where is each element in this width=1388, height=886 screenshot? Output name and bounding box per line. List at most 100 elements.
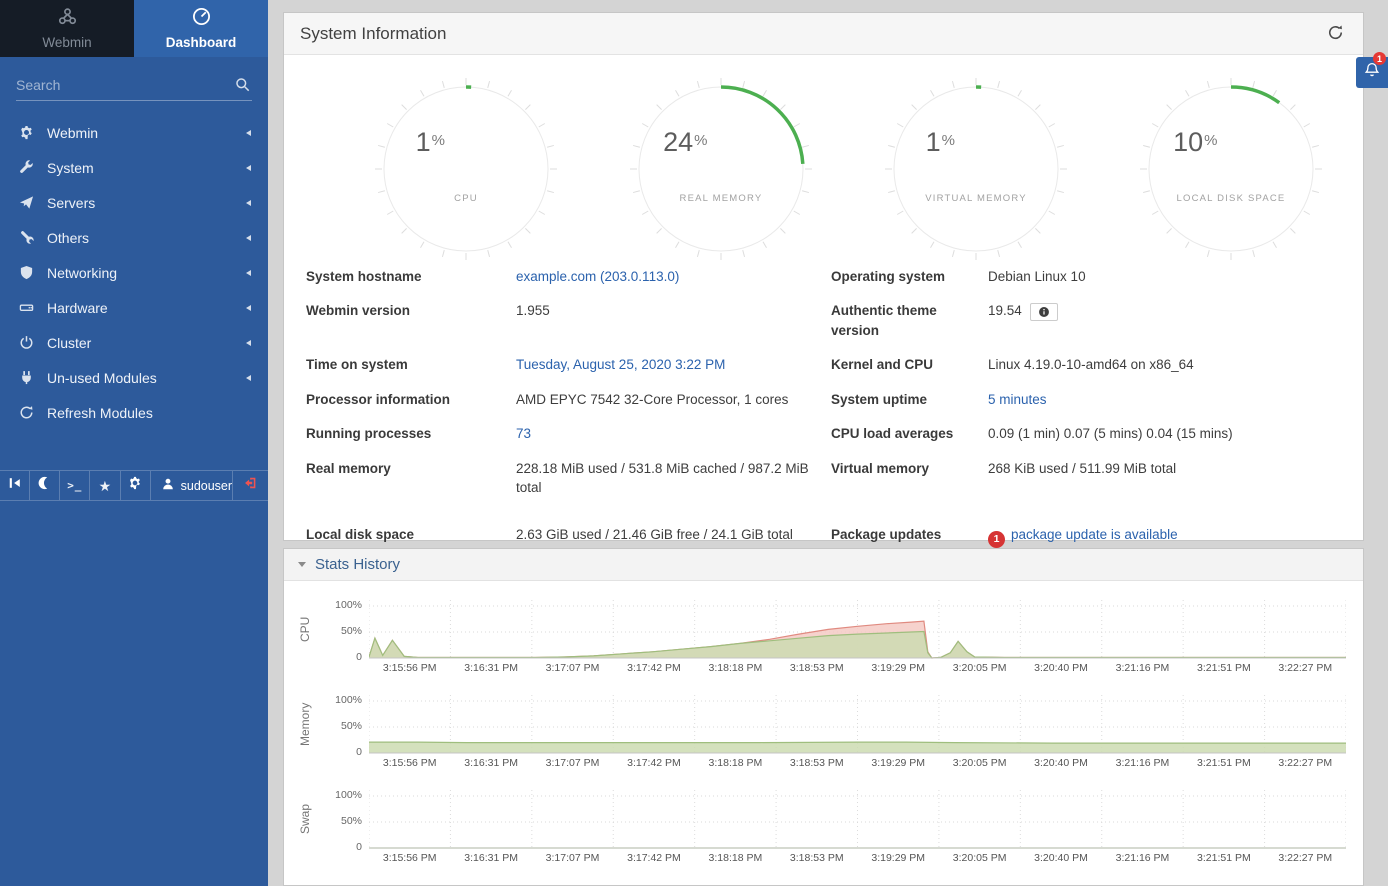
sidebar-item-servers[interactable]: Servers xyxy=(0,185,268,220)
gauges-row: 1% CPU 24% REAL MEMORY 1% VIRTUAL MEMORY… xyxy=(284,75,1363,263)
sidebar-item-label: System xyxy=(47,160,94,176)
sidebar-item-networking[interactable]: Networking xyxy=(0,255,268,290)
system-information-panel: System Information 1% CPU 24% REAL MEMOR… xyxy=(283,12,1364,541)
logout-button[interactable] xyxy=(233,471,268,500)
x-axis-label: 3:15:56 PM xyxy=(383,662,437,674)
settings-icon xyxy=(128,476,142,495)
sidebar-item-webmin[interactable]: Webmin xyxy=(0,115,268,150)
gauge-cpu: 1% CPU xyxy=(372,75,560,263)
x-axis-label: 3:20:05 PM xyxy=(953,852,1007,864)
x-axis-label: 3:18:18 PM xyxy=(709,757,763,769)
theme-info-button[interactable] xyxy=(1030,303,1058,321)
sidebar-item-unused-modules[interactable]: Un-used Modules xyxy=(0,360,268,395)
favorites-button[interactable]: ★ xyxy=(90,471,120,500)
sidebar-item-label: Webmin xyxy=(47,125,98,141)
night-mode-button[interactable] xyxy=(30,471,60,500)
y-tick: 0 xyxy=(316,746,362,758)
info-value: 19.54 xyxy=(988,303,1022,318)
x-axis-label: 3:19:29 PM xyxy=(871,852,925,864)
x-axis-label: 3:22:27 PM xyxy=(1278,662,1332,674)
wrench-icon xyxy=(18,160,34,176)
tab-webmin[interactable]: Webmin xyxy=(0,0,134,57)
caret-left-icon xyxy=(246,270,251,276)
stats-charts: CPU 100% 50% 0 3:15:56 PM3:16:31 PM3:17:… xyxy=(284,598,1363,866)
system-uptime-link[interactable]: 5 minutes xyxy=(988,382,1343,417)
x-axis-label: 3:16:31 PM xyxy=(464,757,518,769)
caret-left-icon xyxy=(246,375,251,381)
search-input[interactable] xyxy=(16,71,252,99)
bell-icon xyxy=(1364,62,1380,83)
x-axis-label: 3:18:53 PM xyxy=(790,852,844,864)
dashboard-icon xyxy=(192,7,211,31)
x-axis-label: 3:18:18 PM xyxy=(709,852,763,864)
sidebar-item-refresh-modules[interactable]: Refresh Modules xyxy=(0,395,268,430)
swap-chart-x-labels: 3:15:56 PM3:16:31 PM3:17:07 PM3:17:42 PM… xyxy=(369,852,1346,866)
caret-left-icon xyxy=(246,340,251,346)
collapse-sidebar-icon xyxy=(8,476,22,495)
y-tick: 50% xyxy=(316,625,362,637)
info-label: Time on system xyxy=(306,348,516,383)
x-axis-label: 3:17:42 PM xyxy=(627,757,681,769)
running-processes-link[interactable]: 73 xyxy=(516,417,831,452)
info-value: Debian Linux 10 xyxy=(988,259,1343,294)
sidebar-item-others[interactable]: Others xyxy=(0,220,268,255)
system-information-header: System Information xyxy=(284,13,1363,55)
info-value: Linux 4.19.0-10-amd64 on x86_64 xyxy=(988,348,1343,383)
y-tick: 0 xyxy=(316,651,362,663)
theme-settings-button[interactable] xyxy=(121,471,151,500)
terminal-button[interactable]: >_ xyxy=(60,471,90,500)
gauge-local-disk-space-value: 10% xyxy=(1137,127,1254,158)
collapse-sidebar-button[interactable] xyxy=(0,471,30,500)
x-axis-label: 3:15:56 PM xyxy=(383,757,437,769)
system-hostname-link[interactable]: example.com (203.0.113.0) xyxy=(516,259,831,294)
stats-history-title: Stats History xyxy=(315,556,400,573)
x-axis-label: 3:20:05 PM xyxy=(953,662,1007,674)
caret-left-icon xyxy=(246,200,251,206)
theme-version-cell: 19.54 xyxy=(988,294,1343,348)
time-on-system-link[interactable]: Tuesday, August 25, 2020 3:22 PM xyxy=(516,348,831,383)
sidebar-item-hardware[interactable]: Hardware xyxy=(0,290,268,325)
refresh-button[interactable] xyxy=(1327,24,1347,44)
gauge-real-memory-value: 24% xyxy=(627,127,744,158)
stats-history-header[interactable]: Stats History xyxy=(284,549,1363,581)
power-icon xyxy=(18,335,34,351)
info-value: 268 KiB used / 511.99 MiB total xyxy=(988,451,1343,505)
collapse-caret-icon xyxy=(298,562,306,567)
gauge-virtual-memory: 1% VIRTUAL MEMORY xyxy=(882,75,1070,263)
tab-dashboard[interactable]: Dashboard xyxy=(134,0,268,57)
sidebar-item-label: Hardware xyxy=(47,300,108,316)
x-axis-label: 3:20:40 PM xyxy=(1034,662,1088,674)
search-icon[interactable] xyxy=(235,77,250,92)
y-tick: 100% xyxy=(316,694,362,706)
sidebar-item-cluster[interactable]: Cluster xyxy=(0,325,268,360)
caret-left-icon xyxy=(246,130,251,136)
CPU-chart-svg xyxy=(369,598,1346,660)
x-axis-label: 3:15:56 PM xyxy=(383,852,437,864)
info-value: 0.09 (1 min) 0.07 (5 mins) 0.04 (15 mins… xyxy=(988,417,1343,452)
sidebar-item-system[interactable]: System xyxy=(0,150,268,185)
page-title: System Information xyxy=(300,24,1327,44)
x-axis-label: 3:22:27 PM xyxy=(1278,852,1332,864)
gauge-local-disk-space-label: LOCAL DISK SPACE xyxy=(1137,193,1325,204)
x-axis-label: 3:18:53 PM xyxy=(790,757,844,769)
sidebar-search xyxy=(16,71,252,101)
sidebar-bottom-toolbar: >_ ★ sudouser xyxy=(0,470,268,501)
current-user-button[interactable]: sudouser xyxy=(151,471,233,500)
Memory-chart-svg xyxy=(369,693,1346,755)
y-tick: 0 xyxy=(316,841,362,853)
x-axis-label: 3:17:42 PM xyxy=(627,852,681,864)
sidebar: Webmin Dashboard Webmin System xyxy=(0,0,268,886)
y-tick: 100% xyxy=(316,599,362,611)
swap-chart-axis-title: Swap xyxy=(298,788,312,850)
refresh-icon xyxy=(18,405,34,421)
info-label: Webmin version xyxy=(306,294,516,348)
system-info-grid: System hostname example.com (203.0.113.0… xyxy=(306,259,1343,556)
x-axis-label: 3:16:31 PM xyxy=(464,662,518,674)
x-axis-label: 3:21:16 PM xyxy=(1116,757,1170,769)
caret-left-icon xyxy=(246,305,251,311)
gauge-virtual-memory-label: VIRTUAL MEMORY xyxy=(882,193,1070,204)
info-value: AMD EPYC 7542 32-Core Processor, 1 cores xyxy=(516,382,831,417)
notifications-button[interactable]: 1 xyxy=(1356,57,1388,88)
package-updates-link[interactable]: package update is available xyxy=(1011,527,1178,542)
sidebar-tabs: Webmin Dashboard xyxy=(0,0,268,57)
